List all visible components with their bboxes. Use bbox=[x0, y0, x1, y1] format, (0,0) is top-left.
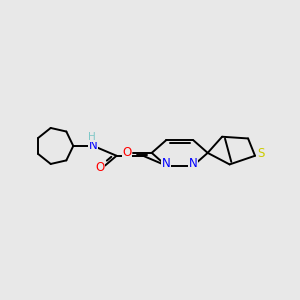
Text: N: N bbox=[189, 157, 198, 170]
Text: H: H bbox=[88, 132, 96, 142]
Text: S: S bbox=[257, 147, 265, 160]
Text: N: N bbox=[89, 140, 98, 152]
Text: O: O bbox=[122, 146, 131, 159]
Text: N: N bbox=[162, 157, 170, 170]
Text: O: O bbox=[95, 161, 104, 174]
